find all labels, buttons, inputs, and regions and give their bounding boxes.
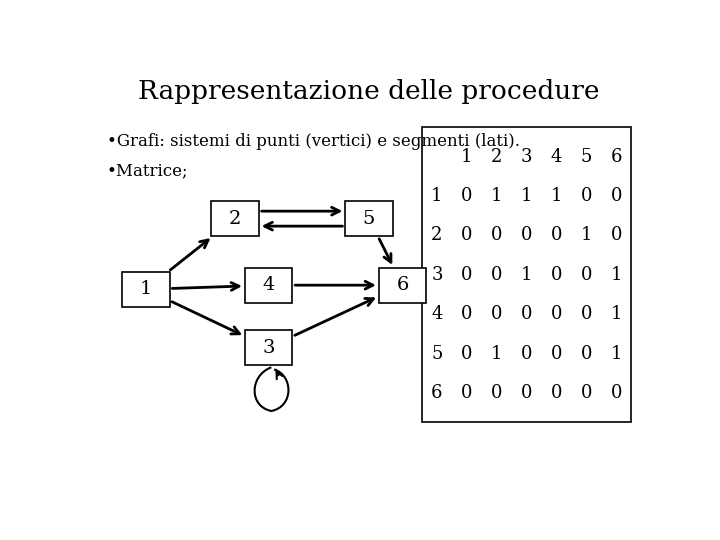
Text: 1: 1: [431, 187, 443, 205]
Text: 0: 0: [521, 345, 532, 362]
Text: 0: 0: [551, 305, 562, 323]
Text: 0: 0: [580, 266, 592, 284]
Text: 0: 0: [551, 266, 562, 284]
Text: 1: 1: [580, 226, 592, 245]
Text: 4: 4: [431, 305, 443, 323]
FancyBboxPatch shape: [379, 267, 426, 303]
Text: 0: 0: [461, 345, 472, 362]
Bar: [422, 127, 631, 422]
Text: •Matrice;: •Matrice;: [107, 163, 188, 179]
Text: 0: 0: [461, 384, 472, 402]
Text: 1: 1: [140, 280, 152, 298]
Text: 0: 0: [611, 187, 622, 205]
Text: 1: 1: [611, 266, 622, 284]
Text: 0: 0: [611, 384, 622, 402]
Text: 0: 0: [551, 345, 562, 362]
Text: 0: 0: [551, 226, 562, 245]
Text: 6: 6: [431, 384, 443, 402]
Text: 1: 1: [521, 266, 532, 284]
Text: 0: 0: [580, 384, 592, 402]
FancyBboxPatch shape: [122, 272, 169, 307]
Text: 2: 2: [491, 148, 503, 166]
Text: 6: 6: [396, 276, 409, 294]
Text: 0: 0: [491, 226, 503, 245]
Text: 0: 0: [521, 384, 532, 402]
Text: 0: 0: [611, 226, 622, 245]
Text: 5: 5: [431, 345, 443, 362]
Text: •Grafi: sistemi di punti (vertici) e segmenti (lati).: •Grafi: sistemi di punti (vertici) e seg…: [107, 133, 520, 150]
Text: 0: 0: [461, 266, 472, 284]
FancyBboxPatch shape: [346, 201, 392, 237]
Text: 0: 0: [491, 266, 503, 284]
Text: 0: 0: [580, 305, 592, 323]
FancyBboxPatch shape: [245, 330, 292, 365]
Text: 1: 1: [491, 345, 503, 362]
Text: 1: 1: [491, 187, 503, 205]
Text: 1: 1: [521, 187, 532, 205]
Text: 0: 0: [551, 384, 562, 402]
Text: 3: 3: [431, 266, 443, 284]
Text: 4: 4: [262, 276, 275, 294]
Text: 0: 0: [521, 226, 532, 245]
Text: 0: 0: [461, 187, 472, 205]
Text: 2: 2: [229, 210, 241, 228]
Text: 3: 3: [521, 148, 532, 166]
Text: 0: 0: [491, 384, 503, 402]
Text: 6: 6: [611, 148, 622, 166]
Text: 1: 1: [611, 305, 622, 323]
Text: 4: 4: [551, 148, 562, 166]
Text: 2: 2: [431, 226, 443, 245]
Text: 3: 3: [262, 339, 275, 356]
FancyBboxPatch shape: [212, 201, 258, 237]
Text: 5: 5: [363, 210, 375, 228]
Text: Rappresentazione delle procedure: Rappresentazione delle procedure: [138, 79, 600, 104]
Text: 0: 0: [461, 226, 472, 245]
Text: 0: 0: [580, 345, 592, 362]
Text: 0: 0: [461, 305, 472, 323]
Text: 5: 5: [581, 148, 592, 166]
Text: 1: 1: [611, 345, 622, 362]
Text: 0: 0: [580, 187, 592, 205]
Text: 0: 0: [491, 305, 503, 323]
Text: 0: 0: [521, 305, 532, 323]
Text: 1: 1: [551, 187, 562, 205]
Text: 1: 1: [461, 148, 472, 166]
FancyBboxPatch shape: [245, 267, 292, 303]
